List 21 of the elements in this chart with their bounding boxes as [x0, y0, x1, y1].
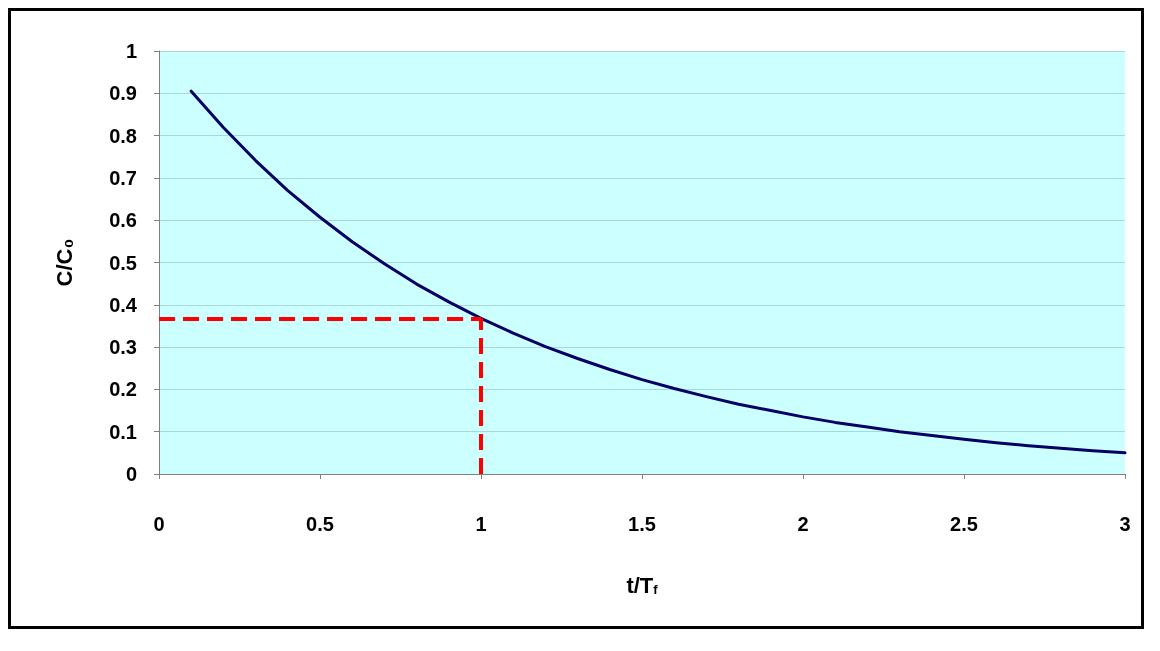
y-tick-label: 1 [125, 40, 137, 62]
line-series [189, 89, 1127, 455]
x-axis-title: t/Tf [626, 572, 659, 598]
y-tick-label: 0.6 [109, 209, 137, 232]
y-tick-label: 0.5 [109, 251, 137, 274]
y-tick-label: 0 [125, 463, 137, 485]
x-tick-label: 1.5 [628, 513, 656, 535]
y-tick-label: 0.2 [109, 378, 137, 401]
y-tick-label: 0.3 [109, 336, 137, 359]
x-tick-label: 0.5 [306, 513, 334, 535]
y-tick-label: 0.7 [109, 166, 137, 189]
y-tick-label: 0.9 [109, 82, 137, 105]
y-tick-label: 0.8 [109, 124, 137, 147]
x-tick-label: 0 [153, 513, 165, 535]
x-tick-label: 3 [1119, 513, 1131, 535]
y-tick-label: 0.1 [109, 420, 137, 443]
y-axis-title: C/C₀ [51, 238, 77, 287]
y-tick-label: 0.4 [109, 293, 138, 316]
x-tick-label: 1 [475, 513, 487, 535]
x-tick-label: 2.5 [950, 513, 978, 535]
x-tick-label: 2 [797, 513, 809, 535]
